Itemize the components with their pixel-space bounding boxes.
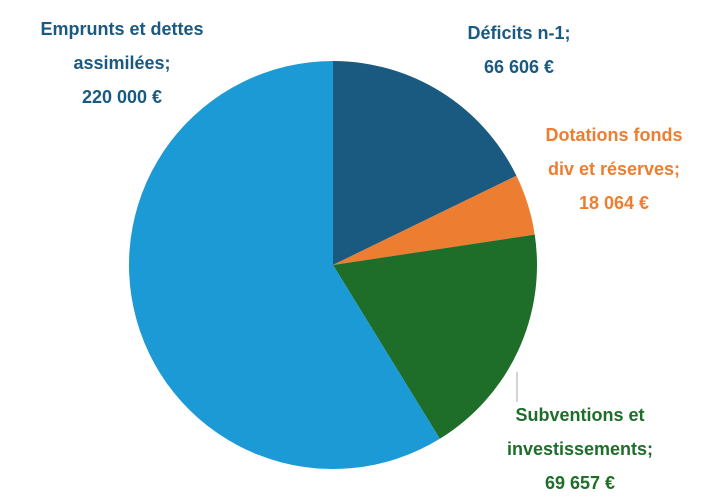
label-line: Subventions et: [515, 405, 644, 425]
label-separator: ;: [647, 439, 653, 459]
value-label: 69 657 €: [545, 473, 615, 493]
pie-slice: [333, 234, 538, 439]
label-separator: ;: [565, 23, 571, 43]
slice-label: Emprunts et dettes assimilées;: [40, 19, 203, 73]
label-line: assimilées: [73, 53, 164, 73]
label-line: investissements: [507, 439, 647, 459]
slice-label: Subventions et investissements;: [507, 405, 653, 459]
slice-label: Dotations fonds div et réserves;: [546, 125, 683, 179]
label-line: Dotations fonds: [546, 125, 683, 145]
label-line: div et réserves: [548, 159, 674, 179]
label-line: Déficits n-1: [467, 23, 564, 43]
pie-slice: [129, 61, 440, 469]
pie-slice: [333, 175, 535, 265]
value-label: 220 000 €: [82, 87, 162, 107]
value-label: 66 606 €: [484, 57, 554, 77]
pie-slice: [333, 61, 517, 265]
label-separator: ;: [674, 159, 680, 179]
label-separator: ;: [165, 53, 171, 73]
label-line: Emprunts et dettes: [40, 19, 203, 39]
slice-label: Déficits n-1;: [467, 23, 570, 43]
value-label: 18 064 €: [579, 193, 649, 213]
